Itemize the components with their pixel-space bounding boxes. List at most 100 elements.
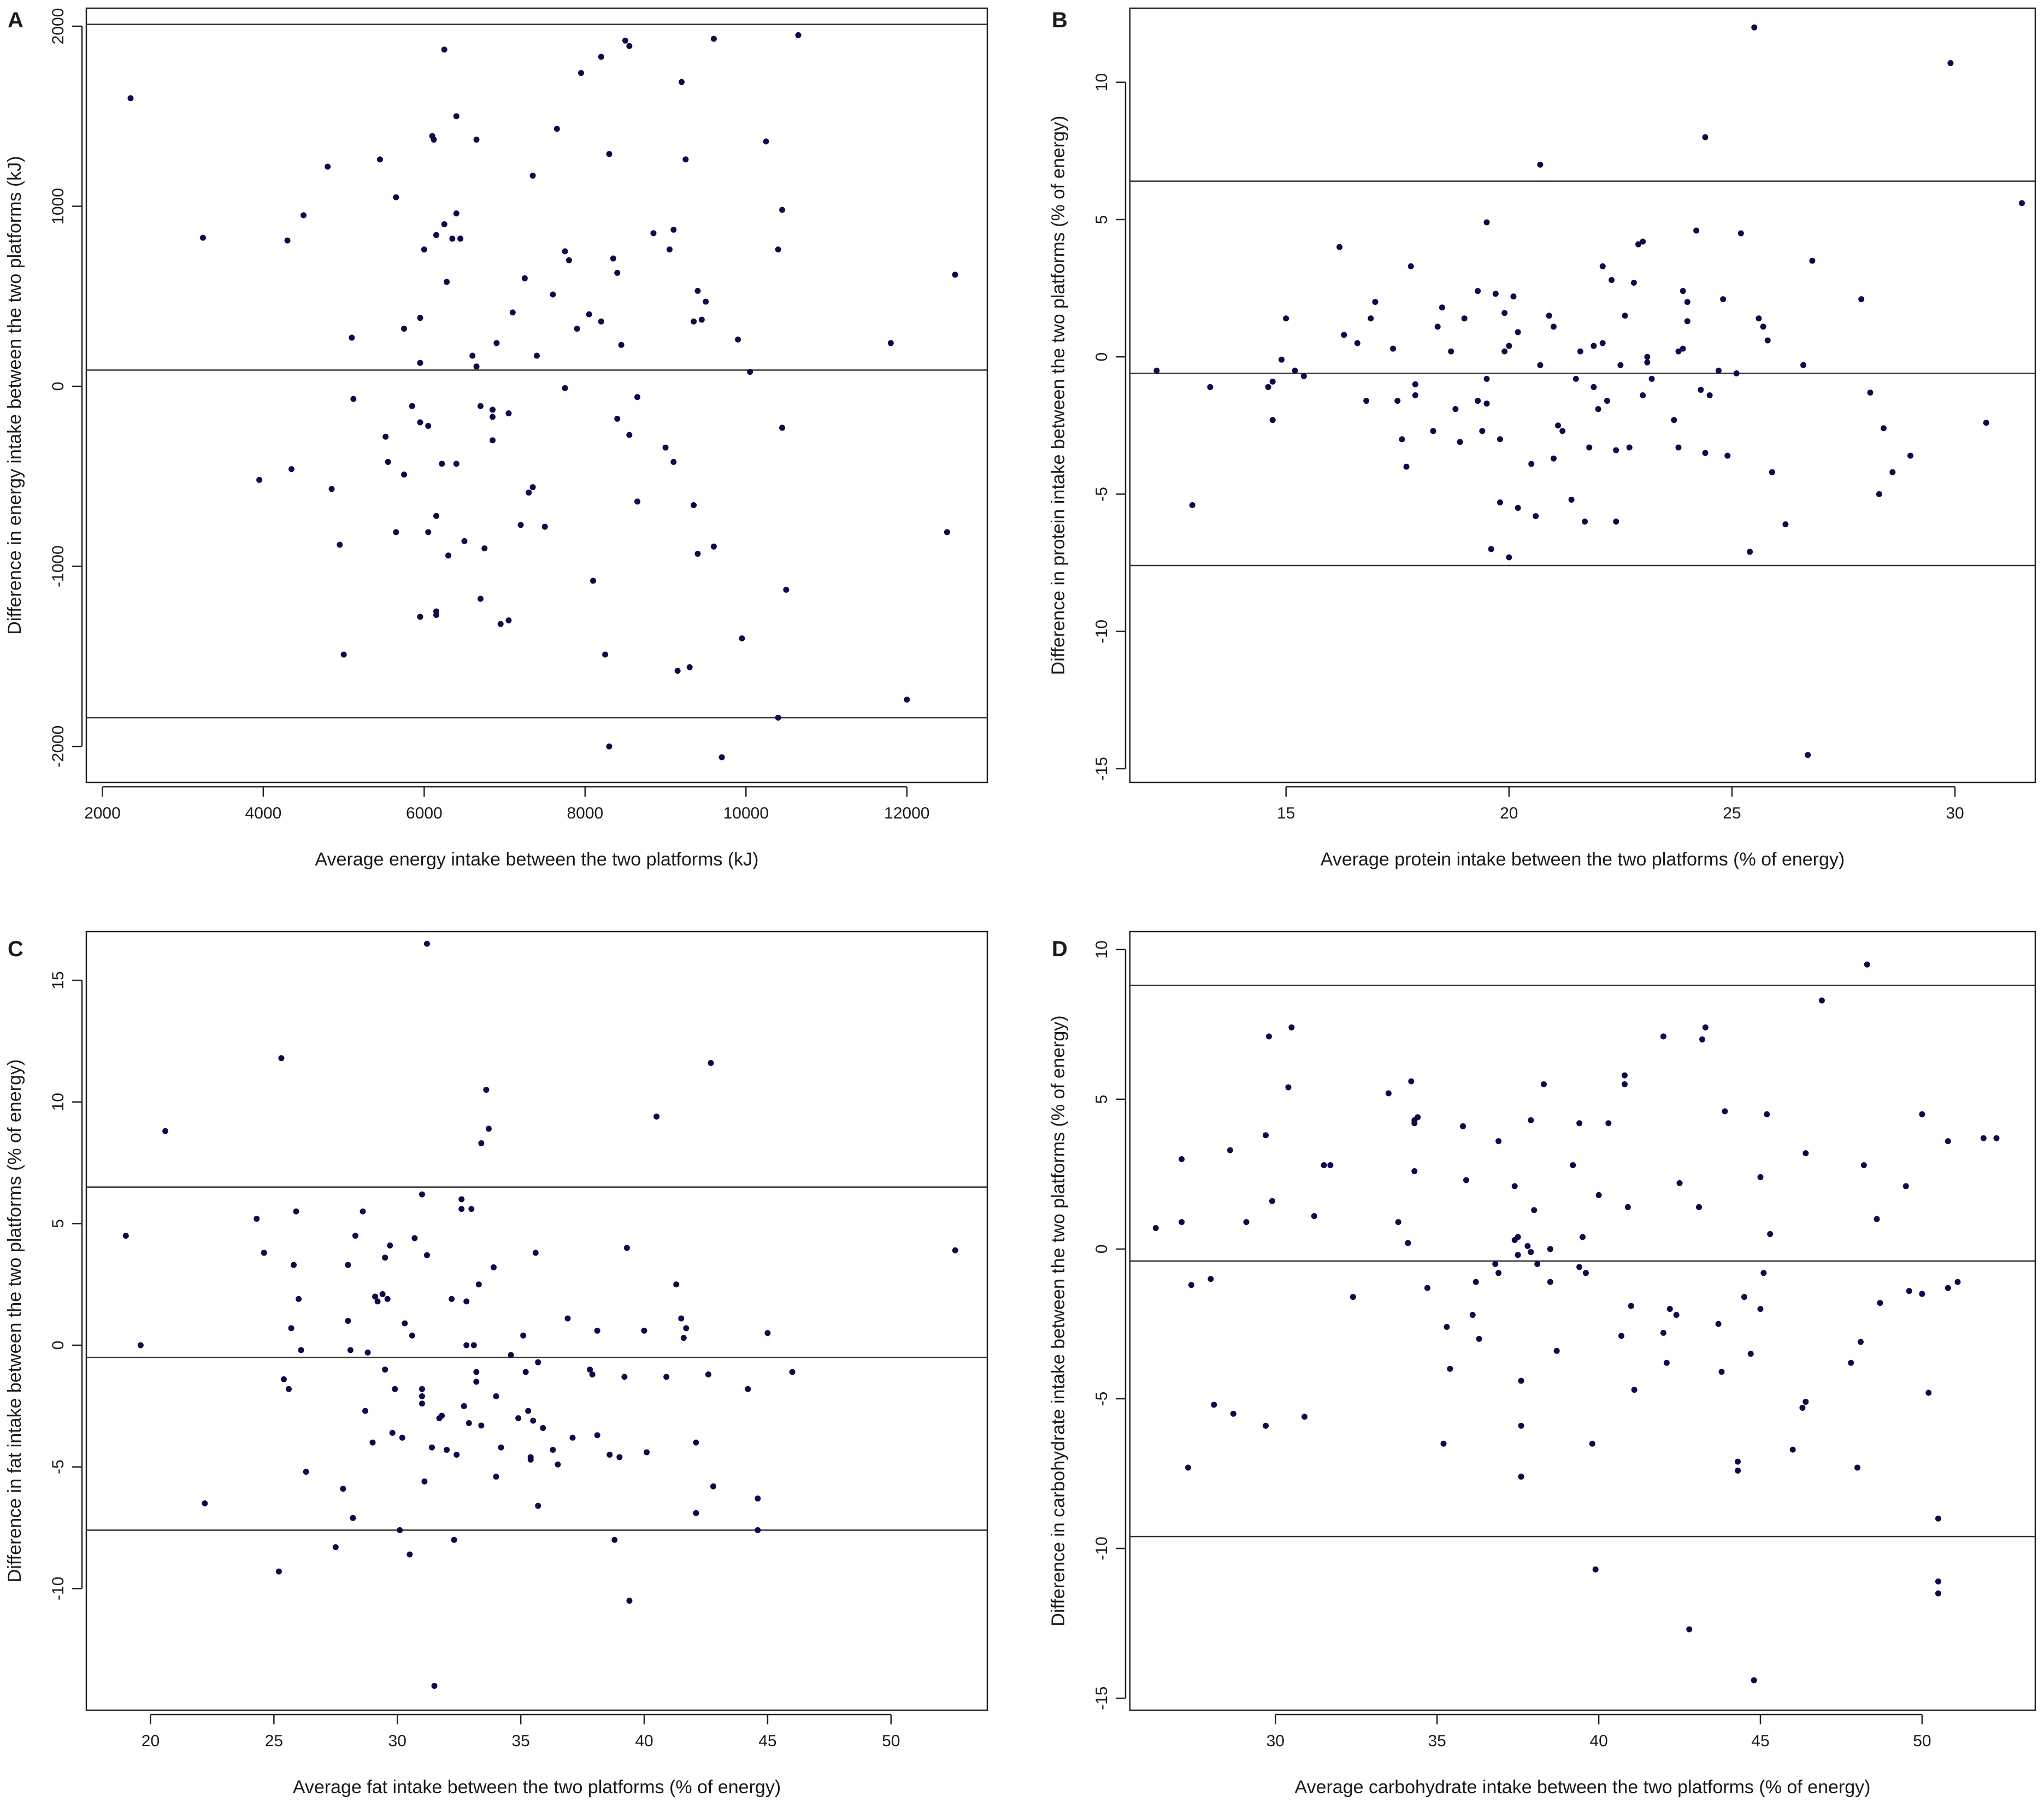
data-point [419,1393,425,1400]
data-point [1591,384,1597,390]
x-tick-label: 30 [1267,1732,1285,1750]
data-point [1412,392,1418,398]
data-point [1800,362,1807,368]
data-point [1935,1578,1941,1585]
data-point [1684,318,1690,325]
data-point [433,232,439,238]
data-point [550,1447,556,1453]
data-point [1902,1183,1909,1189]
data-point [1363,398,1370,404]
data-point [1572,375,1579,382]
data-point [1336,244,1343,250]
data-point [680,1335,687,1341]
data-point [755,1495,761,1502]
data-point [419,1386,425,1392]
data-point [698,316,705,323]
y-tick-label: -10 [1093,1536,1111,1560]
data-point [425,423,432,429]
data-point [1718,1369,1725,1375]
data-point [1511,1183,1518,1189]
data-point [1789,1446,1796,1453]
data-point [1390,345,1397,352]
data-point [1663,1359,1670,1366]
data-point [1534,1261,1541,1267]
data-point [626,432,633,438]
y-axis-label: Difference in fat intake between the two… [4,1059,25,1583]
data-point [1604,398,1610,404]
data-point [127,95,134,102]
data-point [1497,436,1503,443]
data-point [1760,323,1766,330]
data-point [350,1515,356,1521]
data-point [1301,1414,1308,1420]
data-point [1945,1138,1951,1145]
data-point [382,433,389,440]
data-point [530,1417,537,1424]
panel-c: C 20 25 30 35 40 45 50 -10 -5 0 5 10 15 Average fat i… [4,930,988,1798]
data-point [470,1342,477,1348]
data-point [686,664,693,670]
data-point [735,336,741,343]
plot-frame [1129,7,2036,784]
data-point [384,1295,391,1302]
data-point [1510,293,1517,300]
y-tick-label: 0 [49,1341,67,1350]
data-point [887,340,894,346]
data-point [1483,219,1490,226]
x-tick-label: 40 [1589,1732,1607,1750]
data-point [1515,505,1521,511]
data-point [421,246,427,253]
data-point [1582,519,1588,525]
data-point [1640,238,1646,245]
data-point [1553,1347,1560,1354]
data-point [1860,1162,1867,1168]
data-point [1630,279,1637,286]
data-point [1230,1410,1236,1417]
data-point [1751,24,1758,31]
data-point [285,1386,292,1392]
data-point [1460,1123,1466,1129]
data-point [389,1429,396,1436]
data-point [445,552,452,559]
data-point [1483,375,1490,382]
data-point [1411,1168,1418,1174]
data-point [1506,343,1512,349]
y-tick-label: 15 [49,971,67,989]
panel-label: D [1052,937,1068,961]
data-point [1769,469,1775,475]
data-point [1537,161,1544,168]
data-point [1675,348,1682,355]
x-tick-label: 30 [388,1732,407,1750]
data-point [162,1128,169,1134]
data-point [433,612,439,619]
data-point [458,1196,465,1203]
data-point [541,523,548,530]
data-point [453,210,460,217]
data-point [1857,1339,1864,1345]
data-point [288,466,294,473]
data-point [764,1330,771,1336]
data-point [1876,491,1882,497]
data-point [490,1264,497,1271]
data-point [493,1474,499,1480]
data-point [606,1451,613,1458]
data-point [1906,1288,1912,1294]
panel-label: A [8,8,23,32]
data-point [1394,398,1401,404]
data-point [1595,1192,1602,1198]
data-point [1626,444,1633,451]
data-point [614,415,621,422]
data-point [515,1415,522,1422]
data-point [347,1347,354,1353]
data-point [1660,1033,1666,1040]
data-point [473,137,480,143]
y-tick-label: -15 [1093,1686,1111,1710]
data-point [1858,296,1865,303]
data-point [202,1500,208,1506]
data-point [290,1262,297,1268]
x-axis-label: Average protein intake between the two p… [1321,849,1845,870]
data-point [1640,392,1646,398]
data-point [278,1055,285,1062]
data-point [431,1682,438,1689]
data-point [350,396,357,402]
